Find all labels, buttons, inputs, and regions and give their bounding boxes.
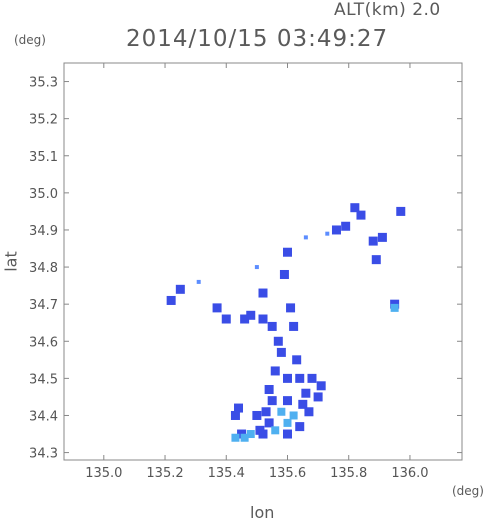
echo-cell	[279, 269, 289, 279]
echo-cell	[282, 396, 292, 406]
x-tick-label: 135.2	[146, 466, 183, 481]
echo-cell	[240, 433, 249, 442]
y-tick-label: 34.4	[29, 409, 58, 424]
y-tick-label: 34.6	[29, 335, 58, 350]
y-unit-label: (deg)	[14, 33, 46, 47]
echo-cell	[289, 321, 299, 331]
x-tick-label: 135.8	[330, 466, 367, 481]
echo-cell	[313, 392, 323, 402]
echo-cell	[276, 347, 286, 357]
echo-cell	[396, 206, 406, 216]
echo-cell	[289, 411, 298, 420]
echo-cell	[267, 321, 277, 331]
x-tick-label: 135.6	[269, 466, 306, 481]
echo-cell	[254, 265, 259, 270]
echo-cell	[286, 303, 296, 313]
echo-cell	[261, 407, 271, 417]
y-tick-label: 35.0	[29, 187, 58, 202]
echo-cell	[282, 373, 292, 383]
echo-cell	[371, 255, 381, 265]
echo-cell	[273, 336, 283, 346]
echo-cell	[377, 232, 387, 242]
echo-cell	[234, 403, 244, 413]
echo-cell	[246, 430, 255, 439]
echo-cell	[325, 231, 330, 236]
echo-cell	[264, 418, 274, 428]
echo-cell	[368, 236, 378, 246]
y-tick-label: 35.1	[29, 150, 58, 165]
y-tick-label: 34.5	[29, 372, 58, 387]
observation-datetime: 2014/10/15 03:49:27	[126, 26, 389, 52]
y-tick-label: 35.2	[29, 113, 58, 128]
echo-cell	[282, 429, 292, 439]
echo-cell	[316, 381, 326, 391]
echo-cell	[282, 247, 292, 257]
echo-cell	[350, 203, 360, 213]
echo-cell	[298, 399, 308, 409]
x-tick-label: 135.0	[85, 466, 122, 481]
echo-cell	[240, 314, 250, 324]
echo-cell	[267, 396, 277, 406]
echo-cell	[277, 407, 286, 416]
echo-cell	[196, 279, 201, 284]
echo-cell	[295, 422, 305, 432]
x-unit-label: (deg)	[452, 484, 484, 498]
y-tick-label: 34.3	[29, 447, 58, 462]
altitude-label: ALT(km) 2.0	[334, 0, 441, 20]
echo-cell	[356, 210, 366, 220]
axis-ticks: 135.0 135.2 135.4 135.6 135.8 136.0 34.3 34.4 34…	[29, 63, 462, 481]
echo-cell	[270, 366, 280, 376]
echo-cell	[231, 433, 240, 442]
echo-cell	[175, 284, 185, 294]
echo-cell	[301, 388, 311, 398]
echo-cell	[390, 303, 399, 312]
echo-cell	[212, 303, 222, 313]
echo-cell	[292, 355, 302, 365]
echo-cell	[230, 410, 240, 420]
echo-cell	[283, 418, 292, 427]
echo-cell	[304, 407, 314, 417]
echo-cell	[295, 373, 305, 383]
x-tick-label: 135.4	[208, 466, 245, 481]
y-tick-label: 34.9	[29, 224, 58, 239]
echo-cells	[166, 203, 406, 442]
echo-cell	[166, 295, 176, 305]
echo-cell	[258, 429, 268, 439]
echo-cell	[303, 235, 308, 240]
echo-cell	[271, 426, 280, 435]
echo-cell	[307, 373, 317, 383]
y-tick-label: 34.7	[29, 298, 58, 313]
y-tick-label: 35.3	[29, 76, 58, 91]
x-tick-label: 136.0	[391, 466, 428, 481]
echo-cell	[221, 314, 231, 324]
x-axis-label: lon	[250, 503, 275, 522]
echo-cell	[246, 310, 256, 320]
echo-cell	[331, 225, 341, 235]
echo-cell	[258, 314, 268, 324]
echo-cell	[341, 221, 351, 231]
echo-cell	[264, 385, 274, 395]
echo-cell	[252, 410, 262, 420]
plot-frame	[63, 62, 463, 461]
echo-cell	[258, 288, 268, 298]
y-tick-label: 34.8	[29, 261, 58, 276]
